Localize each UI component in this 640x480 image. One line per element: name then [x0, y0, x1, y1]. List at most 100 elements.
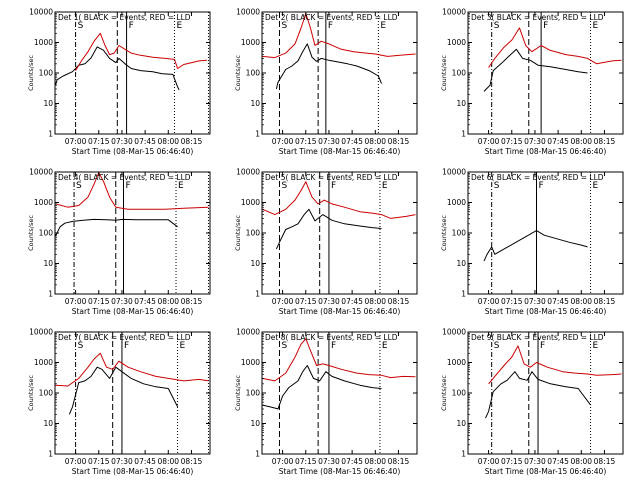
- x-tick-label: 07:45: [134, 137, 156, 146]
- x-tick-label: 07:30: [524, 297, 546, 306]
- x-tick-label: 07:45: [547, 137, 569, 146]
- series-lld-line: [75, 32, 207, 71]
- x-tick-label: 07:00: [65, 137, 87, 146]
- marker-label-E: E: [180, 341, 186, 351]
- y-tick-label: 10: [456, 419, 466, 428]
- x-tick-label: 07:15: [88, 137, 110, 146]
- x-tick-label: 07:30: [111, 137, 133, 146]
- x-tick-label: 08:15: [594, 137, 616, 146]
- y-tick-label: 1000: [34, 358, 53, 367]
- x-tick-label: 08:15: [181, 297, 203, 306]
- x-tick-label: 07:00: [272, 297, 294, 306]
- x-tick-label: 07:45: [341, 137, 363, 146]
- x-axis-label: Start Time (08-Mar-15 06:46:40): [72, 147, 194, 156]
- marker-label-F: F: [538, 181, 543, 191]
- series-events-line: [262, 365, 382, 410]
- marker-label-F: F: [328, 21, 333, 31]
- x-tick-label: 08:15: [594, 297, 616, 306]
- y-tick-label: 1: [48, 130, 53, 139]
- y-tick-label: 1000: [34, 198, 53, 207]
- y-tick-label: 1: [461, 450, 466, 459]
- panel-title: Det 4( BLACK = Events, RED = LLD: [58, 173, 191, 182]
- x-tick-label: 07:00: [272, 457, 294, 466]
- y-tick-label: 10: [250, 259, 260, 268]
- marker-label-E: E: [593, 341, 599, 351]
- detector-panel-1: 1 10 100 1000 10000 07:00 07:15 07:30 07:45 08:00…: [27, 8, 211, 156]
- marker-label-E: E: [593, 181, 599, 191]
- x-tick-label: 07:15: [295, 137, 317, 146]
- y-tick-label: 100: [452, 69, 467, 78]
- marker-label-S: S: [494, 341, 500, 351]
- y-axis-label: Counts/sec: [27, 55, 35, 91]
- y-tick-label: 10: [250, 419, 260, 428]
- series-lld-line: [488, 345, 622, 385]
- y-axis-label: Counts/sec: [27, 375, 35, 411]
- y-tick-label: 10000: [236, 8, 260, 17]
- y-tick-label: 10000: [29, 8, 53, 17]
- x-axis-label: Start Time (08-Mar-15 06:46:40): [279, 467, 401, 476]
- y-tick-label: 10000: [29, 328, 53, 337]
- series-lld-line: [55, 352, 209, 387]
- y-axis-label: Counts/sec: [27, 215, 35, 251]
- x-tick-label: 07:45: [134, 297, 156, 306]
- x-tick-label: 07:30: [524, 137, 546, 146]
- x-tick-label: 07:30: [318, 137, 340, 146]
- marker-label-F: F: [540, 341, 545, 351]
- x-tick-label: 07:45: [547, 457, 569, 466]
- x-tick-label: 07:15: [88, 457, 110, 466]
- x-axis-label: Start Time (08-Mar-15 06:46:40): [279, 147, 401, 156]
- x-tick-label: 07:15: [295, 457, 317, 466]
- marker-label-S: S: [78, 341, 84, 351]
- x-axis-label: Start Time (08-Mar-15 06:46:40): [72, 467, 194, 476]
- x-tick-label: 08:15: [594, 457, 616, 466]
- series-events-line: [55, 218, 178, 237]
- marker-label-S: S: [494, 181, 500, 191]
- detector-panel-8: 1 10 100 1000 10000 07:00 07:15 07:30 07:45 08:00…: [234, 328, 418, 476]
- detector-panel-6: 1 10 100 1000 10000 07:00 07:15 07:30 07:45 08:00…: [440, 168, 624, 316]
- series-lld-line: [262, 12, 416, 59]
- y-tick-label: 100: [246, 389, 261, 398]
- x-axis-label: Start Time (08-Mar-15 06:46:40): [485, 147, 607, 156]
- series-events-line: [483, 48, 588, 92]
- marker-label-E: E: [178, 181, 184, 191]
- y-tick-label: 1000: [241, 358, 260, 367]
- x-tick-label: 08:15: [181, 457, 203, 466]
- x-tick-label: 07:00: [65, 297, 87, 306]
- x-tick-label: 08:15: [388, 297, 410, 306]
- x-tick-label: 08:00: [570, 457, 592, 466]
- y-tick-label: 1000: [447, 198, 466, 207]
- y-tick-label: 10000: [442, 328, 466, 337]
- marker-label-E: E: [382, 341, 388, 351]
- x-tick-label: 08:00: [570, 297, 592, 306]
- y-tick-label: 10000: [236, 328, 260, 337]
- y-tick-label: 100: [39, 229, 54, 238]
- panel-title: Det 5( BLACK = Events, RED = LLD: [265, 173, 398, 182]
- y-tick-label: 10: [456, 259, 466, 268]
- detector-panel-4: 1 10 100 1000 10000 07:00 07:15 07:30 07:45 08:00…: [27, 168, 211, 316]
- marker-label-S: S: [78, 21, 84, 31]
- y-tick-label: 1: [255, 290, 260, 299]
- y-axis-label: Counts/sec: [234, 55, 242, 91]
- y-tick-label: 10000: [442, 168, 466, 177]
- marker-label-S: S: [76, 181, 82, 191]
- x-tick-label: 07:45: [341, 457, 363, 466]
- detector-panel-3: 1 10 100 1000 10000 07:00 07:15 07:30 07:45 08:00…: [440, 8, 624, 156]
- series-lld-line: [55, 172, 209, 210]
- x-tick-label: 07:30: [318, 457, 340, 466]
- y-tick-label: 10: [250, 99, 260, 108]
- x-tick-label: 07:15: [88, 297, 110, 306]
- series-events-line: [68, 366, 179, 415]
- y-axis-label: Counts/sec: [440, 55, 448, 91]
- x-tick-label: 08:15: [388, 457, 410, 466]
- x-tick-label: 08:00: [364, 457, 386, 466]
- detector-panel-5: 1 10 100 1000 10000 07:00 07:15 07:30 07:45 08:00…: [234, 168, 418, 316]
- x-tick-label: 07:15: [501, 137, 523, 146]
- marker-label-E: E: [176, 21, 182, 31]
- x-tick-label: 07:15: [295, 297, 317, 306]
- x-tick-label: 07:45: [547, 297, 569, 306]
- x-axis-label: Start Time (08-Mar-15 06:46:40): [485, 307, 607, 316]
- series-lld-line: [262, 181, 416, 219]
- x-tick-label: 07:15: [501, 457, 523, 466]
- x-tick-label: 07:00: [272, 137, 294, 146]
